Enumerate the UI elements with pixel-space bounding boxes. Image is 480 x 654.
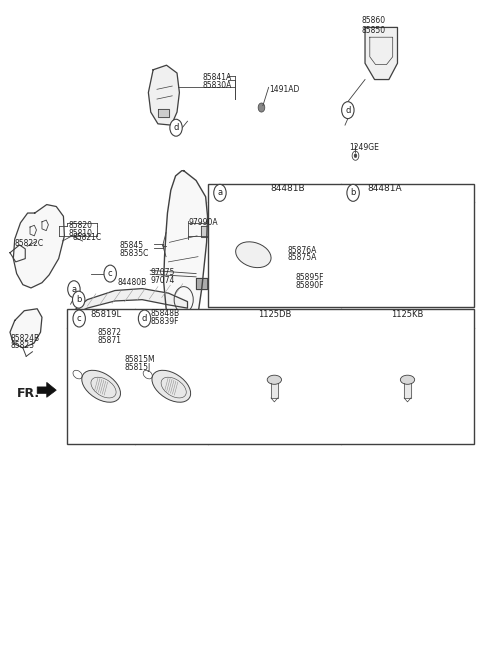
Text: 85871: 85871: [98, 336, 122, 345]
Polygon shape: [13, 205, 64, 288]
Text: 1125DB: 1125DB: [258, 310, 291, 319]
Text: 85810: 85810: [68, 229, 92, 237]
Polygon shape: [69, 313, 188, 335]
Polygon shape: [196, 278, 207, 289]
Text: 85821C: 85821C: [72, 233, 101, 242]
Text: 85872: 85872: [98, 328, 122, 337]
Text: 85822C: 85822C: [15, 239, 44, 248]
Text: 85820: 85820: [68, 221, 92, 230]
Circle shape: [72, 291, 85, 308]
Text: 84481B: 84481B: [270, 184, 305, 194]
Text: 85875A: 85875A: [288, 253, 317, 262]
Text: 85824B: 85824B: [11, 334, 40, 343]
Polygon shape: [37, 383, 56, 398]
Text: 1125KB: 1125KB: [391, 310, 424, 319]
Text: a: a: [72, 284, 76, 294]
Circle shape: [347, 184, 360, 201]
Text: 97074: 97074: [150, 275, 175, 284]
Text: 84481A: 84481A: [367, 184, 402, 194]
Bar: [207, 184, 474, 307]
Polygon shape: [365, 27, 397, 80]
Text: d: d: [345, 106, 350, 114]
Text: b: b: [76, 295, 82, 304]
Text: 85823: 85823: [11, 341, 35, 351]
Text: 85841A: 85841A: [203, 73, 232, 82]
Text: 97990A: 97990A: [189, 218, 218, 227]
Bar: [67, 309, 474, 444]
Circle shape: [258, 103, 265, 112]
Text: 84480B: 84480B: [118, 277, 147, 286]
Circle shape: [73, 310, 85, 327]
Circle shape: [354, 154, 357, 158]
Polygon shape: [284, 256, 394, 277]
Text: 85848B: 85848B: [150, 309, 180, 318]
Text: 85860
85850: 85860 85850: [362, 16, 386, 35]
Text: 85815J: 85815J: [124, 363, 151, 372]
Polygon shape: [271, 383, 278, 398]
Text: FR.: FR.: [17, 387, 40, 400]
Text: a: a: [217, 188, 223, 198]
Polygon shape: [164, 171, 207, 353]
Ellipse shape: [82, 370, 120, 402]
Text: 1491AD: 1491AD: [270, 85, 300, 94]
Ellipse shape: [267, 375, 281, 385]
Ellipse shape: [400, 375, 415, 385]
Circle shape: [104, 265, 116, 282]
Circle shape: [214, 184, 226, 201]
Polygon shape: [407, 224, 421, 274]
Text: 1249GE: 1249GE: [349, 143, 379, 152]
Text: c: c: [108, 269, 112, 278]
Text: 85890F: 85890F: [295, 281, 324, 290]
Polygon shape: [196, 277, 206, 289]
Polygon shape: [148, 65, 180, 125]
Circle shape: [138, 310, 151, 327]
Polygon shape: [73, 288, 188, 315]
Text: c: c: [77, 314, 82, 323]
Text: 85819L: 85819L: [90, 310, 121, 319]
Ellipse shape: [152, 370, 191, 402]
Polygon shape: [201, 226, 212, 237]
Text: 97075: 97075: [150, 267, 175, 277]
Text: 85839F: 85839F: [150, 317, 179, 326]
Text: 85815M: 85815M: [124, 355, 155, 364]
Text: 85895F: 85895F: [295, 273, 324, 282]
Circle shape: [342, 101, 354, 118]
Polygon shape: [277, 228, 388, 251]
Polygon shape: [10, 309, 42, 348]
Text: 85830A: 85830A: [203, 81, 232, 90]
Text: 85845: 85845: [120, 241, 144, 250]
Circle shape: [68, 281, 80, 298]
Text: d: d: [142, 314, 147, 323]
Polygon shape: [404, 383, 411, 398]
Text: 85876A: 85876A: [288, 246, 317, 254]
Text: 85835C: 85835C: [120, 249, 149, 258]
Text: b: b: [350, 188, 356, 198]
Text: d: d: [173, 123, 179, 132]
Circle shape: [170, 119, 182, 136]
Ellipse shape: [236, 242, 271, 267]
Polygon shape: [158, 109, 169, 117]
